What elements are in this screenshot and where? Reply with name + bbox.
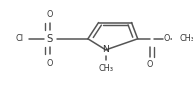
Text: CH₃: CH₃ <box>179 34 193 43</box>
Text: O: O <box>164 34 170 43</box>
Text: O: O <box>47 10 53 19</box>
Text: N: N <box>102 45 109 54</box>
Text: O: O <box>47 59 53 68</box>
Text: CH₃: CH₃ <box>98 64 113 73</box>
Text: Cl: Cl <box>16 34 24 43</box>
Text: S: S <box>47 34 53 44</box>
Text: O: O <box>146 60 153 69</box>
